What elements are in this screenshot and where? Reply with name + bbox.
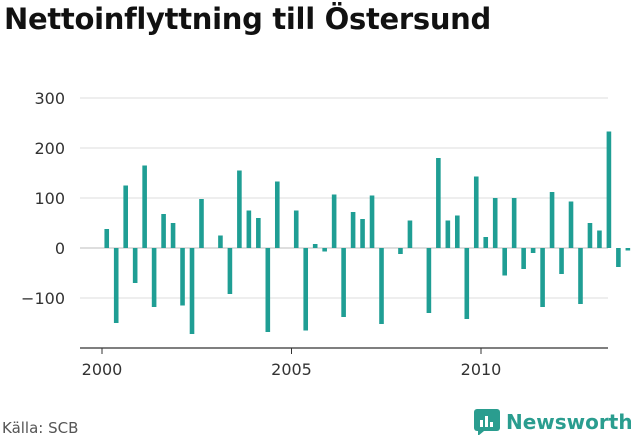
- data-bar: [369, 195, 375, 248]
- data-bar: [473, 176, 479, 248]
- brand-name: Newsworthy: [506, 410, 631, 434]
- data-bar: [445, 220, 451, 248]
- data-bar: [540, 248, 545, 307]
- data-bar: [274, 181, 280, 248]
- data-bar: [578, 248, 583, 304]
- data-bar: [170, 223, 176, 248]
- data-bar: [350, 212, 356, 248]
- data-bar: [246, 210, 252, 248]
- data-bar: [161, 214, 166, 248]
- data-bar: [616, 248, 621, 267]
- data-bar: [606, 131, 612, 248]
- y-tick-label: 100: [34, 189, 65, 208]
- y-tick-label: 0: [55, 239, 65, 258]
- y-tick-label: −100: [21, 289, 65, 308]
- data-bar: [483, 237, 489, 248]
- data-bar: [123, 185, 128, 248]
- brand-logo[interactable]: Newsworthy: [474, 409, 631, 435]
- x-tick-label: 2000: [82, 360, 123, 379]
- data-bar: [492, 198, 498, 248]
- data-bar: [331, 194, 337, 248]
- data-bar: [322, 248, 327, 252]
- data-bar: [559, 248, 564, 274]
- data-bar: [104, 229, 110, 248]
- data-bar: [568, 201, 574, 248]
- data-bar: [436, 158, 441, 248]
- data-bar: [265, 248, 271, 332]
- data-bar: [142, 165, 147, 248]
- data-bar: [256, 218, 261, 248]
- x-tick-label: 2010: [461, 360, 502, 379]
- data-bar: [199, 199, 204, 248]
- data-bar: [218, 235, 223, 248]
- data-bar: [455, 215, 460, 248]
- x-tick-label: 2005: [271, 360, 312, 379]
- data-bar: [407, 220, 413, 248]
- data-bar: [293, 210, 299, 248]
- data-bar: [341, 248, 346, 317]
- y-tick-label: 300: [34, 89, 65, 108]
- data-bar: [113, 248, 119, 323]
- data-bar: [511, 198, 517, 248]
- data-bar: [379, 248, 384, 324]
- newsworthy-logo-icon: [474, 409, 500, 435]
- chart-title: Nettoinflyttning till Östersund: [4, 2, 491, 36]
- data-bar: [237, 170, 242, 248]
- bars: [104, 131, 631, 334]
- data-bar: [587, 223, 593, 248]
- axes: −1000100200300200020052010201520202025: [21, 89, 608, 379]
- y-tick-label: 200: [34, 139, 65, 158]
- data-bar: [625, 248, 631, 251]
- data-bar: [312, 244, 318, 248]
- data-bar: [502, 248, 507, 276]
- data-bar: [464, 248, 470, 319]
- data-bar: [132, 248, 138, 283]
- data-bar: [151, 248, 157, 307]
- data-bar: [227, 248, 233, 294]
- data-bar: [521, 248, 526, 269]
- data-bar: [398, 248, 403, 254]
- source-note: Källa: SCB: [2, 419, 79, 437]
- data-bar: [426, 248, 432, 313]
- data-bar: [303, 248, 309, 331]
- data-bar: [549, 192, 555, 248]
- data-bar: [360, 219, 365, 248]
- data-bar: [189, 248, 195, 334]
- data-bar: [180, 248, 185, 306]
- data-bar: [597, 230, 602, 248]
- data-bar: [530, 248, 536, 253]
